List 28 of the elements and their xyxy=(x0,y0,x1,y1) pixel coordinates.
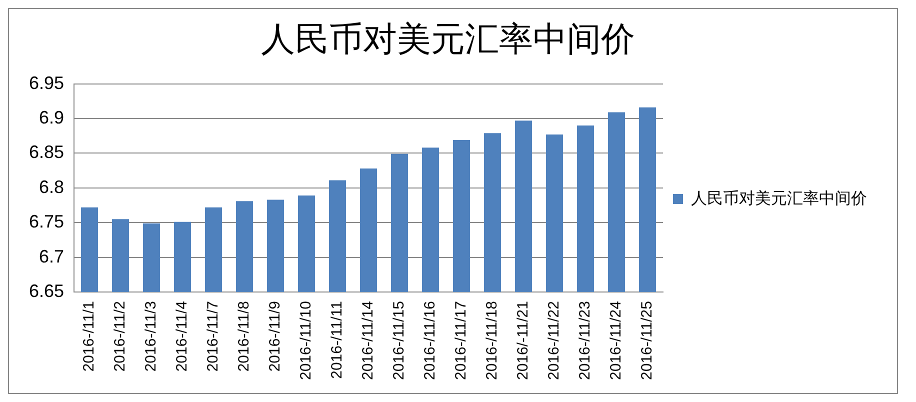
x-tick-label: 2016-/11/7 xyxy=(204,301,222,372)
chart-title: 人民币对美元汇率中间价 xyxy=(261,20,635,58)
y-tick-label: 6.7 xyxy=(39,246,64,266)
x-tick-label: 2016-/11/24 xyxy=(608,301,625,380)
y-tick-label: 6.75 xyxy=(28,212,64,232)
y-tick-label: 6.65 xyxy=(28,281,64,302)
x-tick-label: 2016-/11/1 xyxy=(80,301,98,372)
x-tick-label: 2016-/11/22 xyxy=(546,301,563,380)
x-tick-label: 2016-/11/9 xyxy=(266,301,284,372)
x-tick-label: 2016-/11/25 xyxy=(638,301,656,380)
x-tick-label: 2016-/11/17 xyxy=(452,301,470,380)
legend-label: 人民币对美元汇率中间价 xyxy=(691,189,867,208)
x-tick-label: 2016/-11/21 xyxy=(514,301,532,380)
y-tick-label: 6.8 xyxy=(39,176,64,197)
x-tick-label: 2016-/11/18 xyxy=(484,301,501,380)
x-tick-label: 2016-/11/3 xyxy=(142,301,160,372)
y-tick-label: 6.9 xyxy=(39,107,64,128)
x-tick-label: 2016-/11/14 xyxy=(360,301,377,380)
y-tick-label: 6.85 xyxy=(28,142,64,162)
x-tick-label: 2016-/11/15 xyxy=(390,301,408,380)
x-tick-label: 2016-/11/4 xyxy=(174,301,191,372)
y-tick-label: 6.95 xyxy=(28,72,64,93)
x-tick-label: 2016-/11/23 xyxy=(576,301,594,380)
x-tick-label: 2016-/11/10 xyxy=(298,301,315,380)
x-tick-label: 2016-/11/8 xyxy=(236,301,253,372)
x-tick-label: 2016-/11/16 xyxy=(422,301,439,380)
x-tick-label: 2016-/11/2 xyxy=(112,301,129,372)
x-tick-label: 2016-/11/11 xyxy=(328,301,346,379)
